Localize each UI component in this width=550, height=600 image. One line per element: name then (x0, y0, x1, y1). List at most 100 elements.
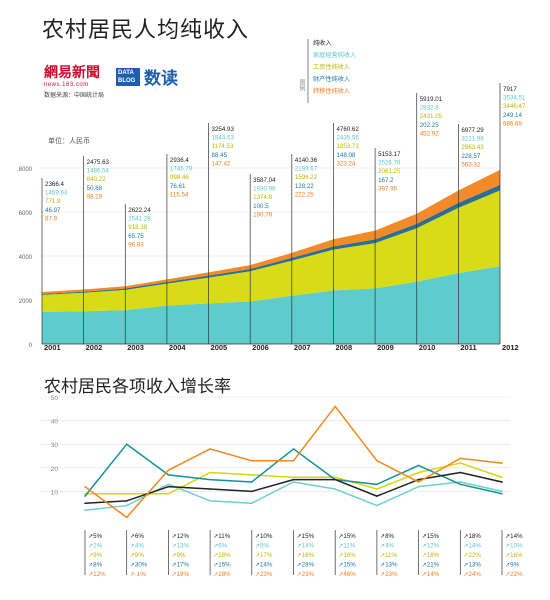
data-point-total (125, 500, 128, 502)
legend-entry-transfer: 转移性纯收入 (313, 87, 350, 95)
growth-label-property: ↗28% (297, 562, 315, 569)
value-label-total: 3587.04 (253, 177, 276, 184)
y-tick-label: 8000 (19, 167, 33, 173)
data-point-wage (84, 492, 86, 495)
income-area-chart: 0 2000 4000 6000 8000 2001 2002 2003 2004 2005 200… (19, 39, 526, 352)
growth-label-wage: ↗16% (338, 552, 356, 559)
value-label-property: 88.45 (212, 152, 228, 159)
growth-label-property: ↗9% (505, 562, 520, 569)
growth-label-transfer: ↗24% (463, 571, 481, 578)
growth-label-property: ↗30% (130, 562, 148, 569)
growth-label-household: ↗10% (505, 543, 523, 550)
chart1-title: 农村居民人均纯收入 (42, 17, 250, 42)
growth-label-household: ↗13% (171, 543, 189, 550)
value-label-total: 6977.29 (461, 127, 484, 134)
datablog-logo: DATA BLOG 数读 (116, 64, 178, 89)
data-point-household (209, 500, 211, 502)
data-point-wage (167, 492, 170, 495)
growth-label-property: ↗17% (171, 562, 189, 569)
growth-label-total: ↗6% (130, 533, 145, 540)
growth-label-total: ↗12% (171, 533, 189, 540)
value-label-property: 50.68 (87, 185, 103, 192)
value-label-transfer: 96.83 (128, 241, 144, 248)
y-tick-label: 0 (29, 343, 33, 349)
unit-label: 单位：人民币 (48, 138, 90, 145)
growth-label-wage: ↗16% (505, 552, 523, 559)
growth-label-transfer: ↗23% (255, 571, 273, 578)
value-label-wage: 998.46 (170, 174, 189, 181)
data-point-household (417, 485, 420, 488)
value-label-household: 1844.53 (212, 135, 235, 142)
growth-label-transfer: ↗12% (88, 571, 106, 578)
data-point-household (501, 490, 503, 493)
x-tick-label: 2008 (335, 343, 352, 352)
value-label-household: 1745.79 (170, 166, 193, 173)
datablog-badge: DATA BLOG (116, 67, 140, 86)
series-line-household (84, 481, 503, 512)
data-point-total (84, 502, 86, 504)
y-tick-label: 10 (51, 489, 59, 496)
value-label-total: 2936.4 (170, 157, 189, 164)
growth-label-property: ↗15% (213, 562, 231, 569)
growth-label-wage: ↗18% (422, 552, 440, 559)
growth-label-total: ↗18% (463, 533, 481, 540)
growth-label-wage: ↗22% (463, 552, 481, 559)
value-label-property: 76.61 (170, 183, 186, 190)
growth-label-transfer: ↗19% (171, 571, 189, 578)
value-label-property: 46.97 (45, 207, 61, 214)
growth-label-total: ↗15% (297, 533, 315, 540)
growth-rate-line-chart: 10 20 30 40 50 ↗5% ↗2% ↗9% ↗8% ↗12% ↗6% ↗4% ↗9% ↗30% ↗… (40, 395, 523, 578)
value-label-transfer: 452.92 (420, 130, 439, 137)
data-point-wage (209, 471, 211, 474)
value-label-transfer: 686.69 (503, 120, 522, 127)
value-label-total: 4140.36 (295, 157, 318, 164)
x-tick-label: 2009 (377, 343, 394, 352)
growth-label-wage: ↗9% (171, 552, 186, 559)
data-point-wage (334, 476, 337, 479)
x-tick-label: 2001 (44, 343, 61, 352)
growth-label-property: ↗15% (338, 562, 356, 569)
growth-label-transfer: ↗14% (422, 571, 440, 578)
value-label-total: 3254.93 (212, 126, 235, 133)
value-label-total: 2622.24 (128, 207, 151, 214)
growth-label-wage: ↗9% (130, 552, 145, 559)
y-tick-label: 40 (51, 419, 59, 426)
value-label-transfer: 323.24 (336, 160, 355, 167)
value-label-household: 1486.54 (87, 168, 110, 175)
value-label-wage: 2431.05 (420, 113, 443, 120)
data-point-transfer (501, 462, 503, 464)
data-point-property (501, 492, 503, 495)
data-point-transfer (84, 485, 86, 488)
value-label-household: 3534.51 (503, 95, 526, 102)
data-point-wage (459, 462, 462, 464)
data-point-transfer (167, 469, 170, 471)
growth-label-household: ↗5% (255, 543, 270, 550)
data-point-total (501, 481, 503, 483)
area-household (42, 266, 500, 344)
value-label-total: 2366.4 (45, 181, 64, 188)
data-point-transfer (209, 448, 211, 450)
data-point-wage (376, 488, 378, 490)
value-label-property: 128.22 (295, 183, 314, 190)
data-point-property (292, 448, 295, 450)
growth-label-property: ↗13% (463, 562, 481, 569)
data-point-total (251, 490, 253, 493)
brand-logo: 網易新聞 (44, 64, 100, 80)
growth-label-transfer: ↗-1% (130, 571, 147, 578)
growth-label-total: ↗11% (213, 533, 231, 540)
growth-label-wage: ↗9% (88, 552, 103, 559)
data-point-transfer (251, 459, 253, 462)
growth-label-household: ↗11% (338, 543, 356, 550)
value-label-wage: 2963.43 (461, 144, 484, 151)
legend-entry-property: 财产性纯收入 (313, 75, 350, 83)
growth-label-household: ↗14% (297, 543, 315, 550)
value-label-total: 2475.63 (87, 159, 110, 166)
value-label-wage: 771.9 (45, 198, 61, 205)
value-label-wage: 1853.73 (336, 143, 359, 150)
growth-label-wage: ↗17% (255, 552, 273, 559)
x-tick-label: 2010 (419, 343, 436, 352)
data-point-household (84, 509, 86, 512)
data-point-household (292, 481, 295, 483)
legend-entry-wage: 工资性纯收入 (313, 63, 350, 71)
data-point-wage (292, 476, 295, 479)
